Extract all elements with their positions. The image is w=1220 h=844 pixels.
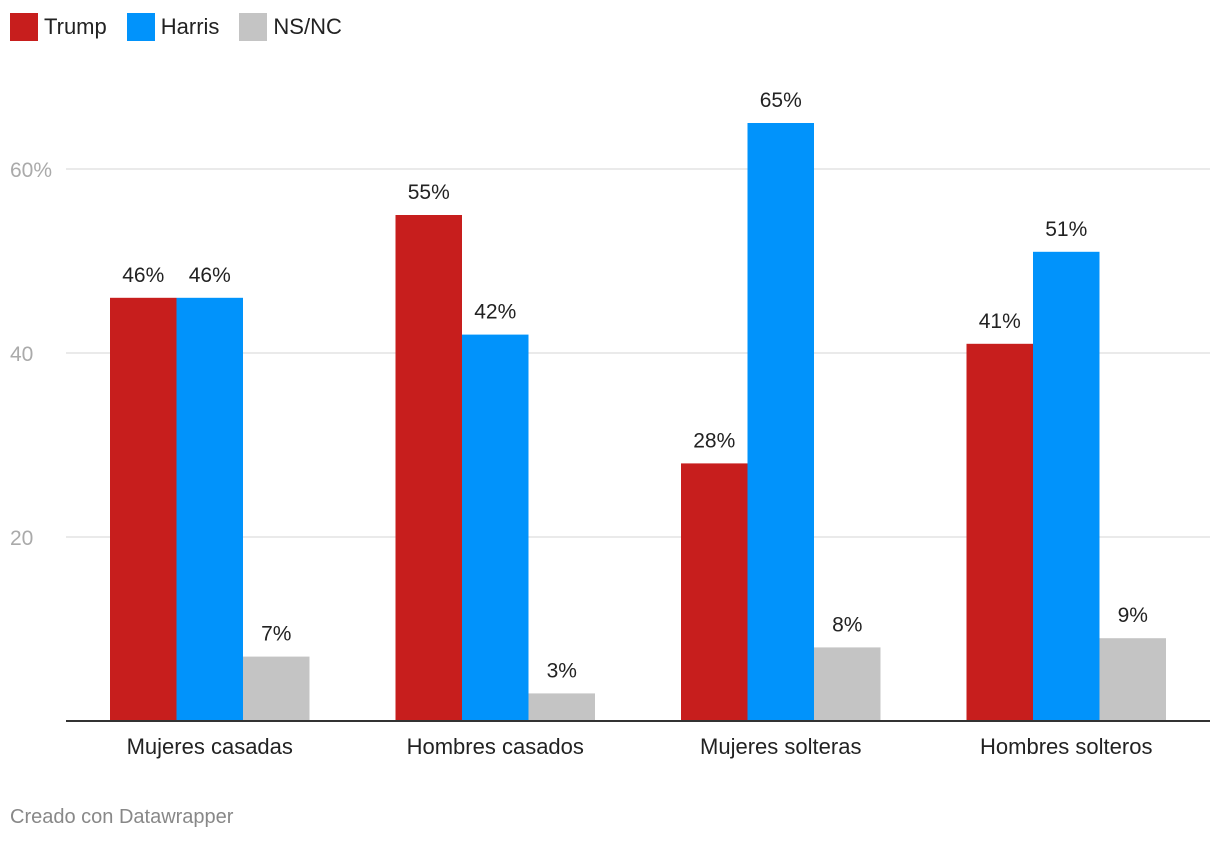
legend-item-harris: Harris: [126, 13, 220, 41]
x-category-label: Mujeres solteras: [700, 734, 861, 759]
bar: [814, 647, 881, 721]
legend-label-harris: Harris: [160, 14, 220, 39]
legend-label-trump: Trump: [44, 14, 107, 39]
y-tick-label: 20: [10, 527, 33, 550]
bar: [681, 463, 748, 721]
bar-value-label: 9%: [1118, 604, 1148, 627]
legend-item-trump: Trump: [10, 13, 107, 41]
chart-legend: Trump Harris NS/NC: [10, 12, 362, 42]
bar: [462, 334, 529, 721]
bar: [966, 343, 1033, 721]
x-category-label: Hombres solteros: [980, 734, 1152, 759]
legend-item-nsnc: NS/NC: [239, 13, 342, 41]
bar: [747, 123, 814, 721]
bar-value-label: 65%: [760, 89, 802, 112]
y-tick-label: 60%: [10, 159, 52, 182]
bar-value-label: 46%: [189, 264, 231, 287]
bar-value-label: 42%: [474, 301, 516, 324]
legend-swatch-harris: [126, 13, 155, 41]
y-tick-label: 40: [10, 343, 33, 366]
bar-value-label: 28%: [693, 429, 735, 452]
datawrapper-credit: Creado con Datawrapper: [10, 806, 234, 828]
bar: [176, 297, 243, 721]
bar-value-label: 41%: [979, 310, 1021, 333]
bar: [1033, 251, 1100, 722]
legend-swatch-nsnc: [239, 13, 268, 41]
legend-label-nsnc: NS/NC: [273, 14, 342, 39]
bar: [1099, 638, 1166, 721]
legend-swatch-trump: [10, 13, 38, 41]
bar-value-label: 8%: [832, 613, 862, 636]
bar-value-label: 46%: [122, 264, 164, 287]
bar-value-label: 55%: [408, 181, 450, 204]
bar-value-label: 7%: [261, 623, 291, 646]
x-category-label: Hombres casados: [407, 734, 584, 759]
bar: [395, 215, 462, 721]
x-category-label: Mujeres casadas: [127, 734, 293, 759]
bar: [243, 656, 310, 721]
bar-value-label: 3%: [547, 659, 577, 682]
bar-value-label: 51%: [1045, 218, 1087, 241]
bar: [528, 693, 595, 721]
bar: [110, 297, 177, 721]
